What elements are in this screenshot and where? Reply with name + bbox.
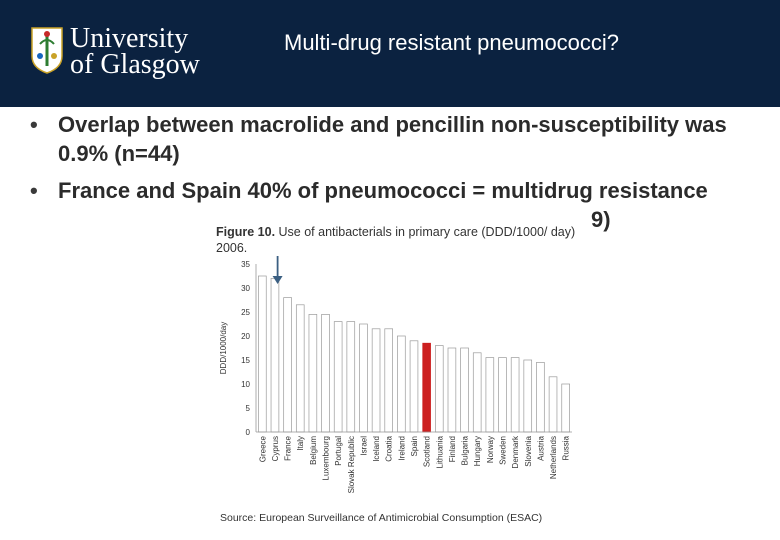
figure-caption-text: Use of antibacterials in primary care (D…	[216, 225, 576, 255]
y-tick-label: 15	[241, 356, 250, 365]
x-tick-label: Slovenia	[524, 435, 533, 466]
bar	[510, 357, 520, 433]
bar	[333, 321, 343, 433]
university-logo: University of Glasgow	[30, 24, 200, 84]
bar	[485, 357, 495, 433]
bar	[321, 314, 330, 433]
arrow-head-icon	[272, 276, 283, 284]
bar	[561, 383, 570, 433]
bar	[258, 275, 267, 433]
bullet-list: • Overlap between macrolide and pencilli…	[30, 110, 760, 232]
y-tick-label: 30	[241, 284, 250, 293]
bar	[447, 347, 457, 433]
slide-header: University of Glasgow Multi-drug resista…	[0, 0, 780, 107]
bullet-dot-icon: •	[30, 178, 38, 203]
figure-caption-label: Figure 10.	[216, 225, 276, 239]
bullet-text: France and Spain 40% of pneumococci = mu…	[58, 178, 708, 203]
x-tick-label: Austria	[536, 435, 545, 460]
y-axis-label: DDD/1000/day	[219, 322, 228, 374]
x-tick-label: Hungary	[473, 436, 482, 466]
y-tick-label: 0	[246, 428, 251, 437]
x-tick-label: Bulgaria	[461, 435, 470, 465]
bar	[270, 278, 280, 433]
figure-source: Source: European Surveillance of Antimic…	[220, 512, 543, 524]
x-tick-label: Cyprus	[271, 436, 280, 461]
x-tick-label: Croatia	[385, 435, 394, 461]
bar	[308, 314, 318, 433]
bullet-text: Overlap between macrolide and pencillin …	[58, 112, 727, 166]
x-tick-label: Belgium	[309, 436, 318, 465]
x-tick-label: Spain	[410, 436, 419, 456]
x-tick-label: Sweden	[498, 436, 507, 465]
x-tick-label: France	[284, 435, 293, 460]
x-tick-label: Portugal	[334, 436, 343, 466]
bar	[422, 342, 431, 433]
bar	[498, 357, 507, 433]
x-tick-label: Russia	[562, 435, 571, 460]
y-tick-label: 5	[246, 404, 251, 413]
x-tick-label: Finland	[448, 436, 457, 462]
bar	[371, 328, 381, 433]
bar	[460, 347, 469, 433]
x-tick-label: Italy	[296, 436, 305, 451]
x-tick-label: Slovak Republic	[347, 436, 356, 493]
bar	[536, 362, 545, 433]
bar	[472, 352, 482, 433]
bullet-item: • Overlap between macrolide and pencilli…	[30, 110, 760, 168]
x-tick-label: Netherlands	[549, 436, 558, 479]
bar-chart: DDD/1000/day 0 5 10 15 20 25 30 35 Greece Cyprus Fr…	[219, 256, 572, 493]
y-tick-label: 10	[241, 380, 250, 389]
figure-caption: Figure 10. Use of antibacterials in prim…	[216, 224, 576, 256]
bar	[397, 335, 406, 433]
x-tick-label: Iceland	[372, 436, 381, 462]
y-tick-label: 20	[241, 332, 250, 341]
bar	[346, 321, 356, 433]
x-tick-label: Scotland	[423, 436, 432, 467]
x-tick-label: Denmark	[511, 435, 520, 468]
bar	[384, 328, 393, 433]
bar	[295, 304, 305, 433]
x-tick-label: Greece	[258, 435, 267, 462]
x-tick-label: Luxembourg	[322, 436, 331, 480]
bullet-text-tail: 9)	[591, 207, 611, 232]
bar	[523, 359, 533, 433]
chart-figure: Figure 10. Use of antibacterials in prim…	[212, 222, 584, 540]
crest-icon	[31, 27, 63, 74]
x-tick-label: Norway	[486, 436, 495, 463]
x-tick-label: Israel	[359, 436, 368, 456]
bar	[283, 297, 292, 433]
bullet-item: • France and Spain 40% of pneumococci = …	[30, 176, 760, 232]
logo-text-line1: University	[70, 23, 189, 54]
logo-text-line2: of Glasgow	[70, 49, 200, 80]
bar	[359, 323, 368, 433]
y-tick-label: 35	[241, 260, 250, 269]
bar	[548, 376, 558, 433]
x-tick-label: Ireland	[397, 436, 406, 460]
bar	[435, 345, 444, 433]
y-tick-label: 25	[241, 308, 250, 317]
slide-title: Multi-drug resistant pneumococci?	[284, 30, 620, 55]
x-tick-label: Lithuania	[435, 435, 444, 468]
bar	[409, 340, 419, 433]
bullet-dot-icon: •	[30, 112, 38, 137]
